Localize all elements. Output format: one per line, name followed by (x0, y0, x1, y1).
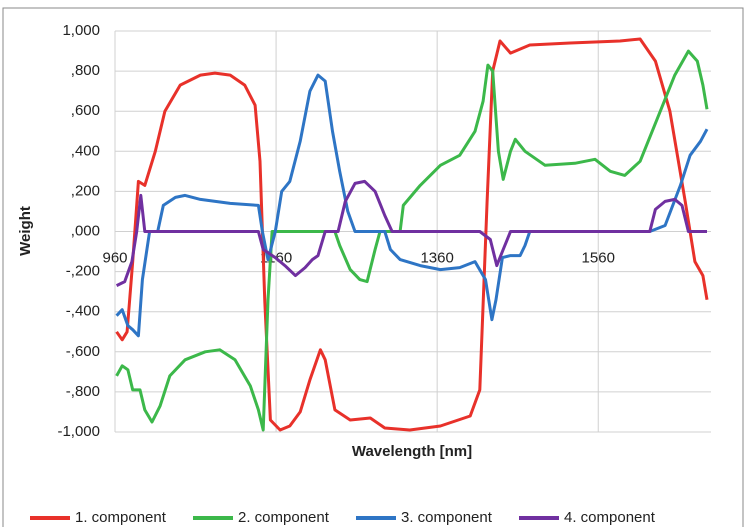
series-line (115, 37, 709, 432)
y-tick-label: -,800 (66, 383, 100, 400)
y-tick-label: ,800 (71, 62, 100, 79)
series-line (115, 73, 709, 338)
y-tick-label: ,400 (71, 142, 100, 159)
series-line (115, 179, 707, 287)
x-tick-label: 960 (102, 249, 127, 266)
y-tick-label: -1,000 (57, 423, 100, 440)
y-tick-label: ,200 (71, 182, 100, 199)
legend-label: 3. component (401, 509, 493, 526)
y-tick-label: -,400 (66, 303, 100, 320)
y-tick-label: ,600 (71, 102, 100, 119)
x-axis-title: Wavelength [nm] (352, 443, 472, 460)
x-tick-label: 1560 (582, 249, 615, 266)
y-tick-label: -,200 (66, 263, 100, 280)
y-axis-title: Weight (17, 206, 34, 256)
y-tick-label: 1,000 (62, 22, 100, 39)
chart-frame (2, 7, 744, 527)
y-tick-label: -,600 (66, 343, 100, 360)
x-tick-label: 1360 (420, 249, 453, 266)
y-tick-label: ,000 (71, 222, 100, 239)
legend-label: 1. component (75, 509, 167, 526)
legend-label: 4. component (564, 509, 656, 526)
legend-label: 2. component (238, 509, 330, 526)
